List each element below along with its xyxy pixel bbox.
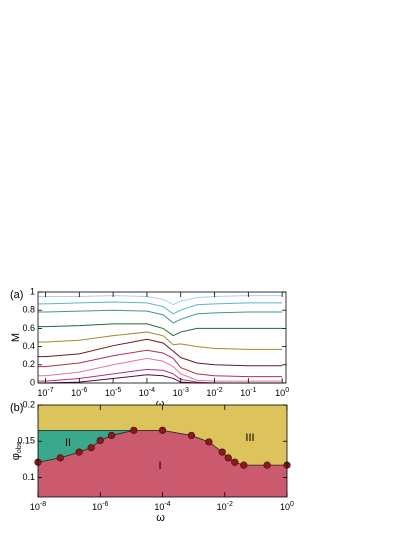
data-point — [107, 431, 116, 440]
panel-label: (a) — [10, 289, 23, 301]
x-tick-label: 10-2 — [206, 387, 222, 399]
y-tick-label: 0 — [30, 377, 35, 387]
x-axis-label: ω — [156, 512, 165, 524]
x-tick-label: 10-2 — [217, 501, 233, 513]
data-point — [75, 448, 83, 456]
line — [38, 309, 283, 324]
y-tick-label: 0.2 — [22, 399, 35, 409]
line — [38, 295, 283, 306]
x-tick-label: 10-5 — [105, 387, 121, 399]
x-tick-label: 10-4 — [139, 387, 155, 399]
x-tick-label: 100 — [275, 387, 289, 399]
x-tick-label: 10-8 — [30, 501, 46, 513]
y-axis-label: φobs — [10, 441, 23, 460]
x-tick-label: 10-6 — [71, 387, 87, 399]
line — [38, 349, 283, 378]
region-area — [38, 430, 287, 497]
y-tick-label: 0.6 — [22, 323, 35, 333]
region-label: II — [65, 437, 71, 449]
data-point — [224, 454, 232, 462]
line — [38, 301, 283, 315]
x-tick-label: 10-7 — [37, 387, 53, 399]
y-tick-label: 0.8 — [22, 305, 35, 315]
data-point — [231, 458, 239, 466]
data-point — [130, 426, 138, 434]
data-point — [87, 444, 95, 452]
data-point — [56, 454, 64, 462]
y-tick-label: 0.1 — [22, 472, 35, 482]
y-axis-label-sub: obs — [16, 441, 23, 453]
data-point — [263, 461, 271, 469]
line — [38, 357, 283, 382]
plot-frame — [37, 291, 287, 384]
x-tick-label: 100 — [280, 501, 294, 513]
x-axis-label: ω — [156, 398, 165, 410]
data-point — [158, 426, 167, 434]
line — [38, 338, 283, 367]
data-point — [205, 438, 213, 446]
y-tick-label: 1 — [30, 286, 35, 296]
data-point — [218, 448, 226, 456]
y-tick-label: 0.4 — [22, 341, 35, 351]
data-point — [240, 461, 248, 469]
data-point — [96, 436, 104, 445]
line — [38, 331, 283, 350]
y-tick-label: 0.2 — [22, 359, 35, 369]
region-label: I — [158, 460, 161, 472]
y-tick-label: 0.15 — [17, 436, 35, 446]
x-tick-label: 10-4 — [154, 501, 170, 513]
curve — [37, 429, 287, 466]
panel-label: (b) — [10, 402, 23, 414]
region-label: III — [245, 432, 254, 444]
x-tick-label: 10-6 — [92, 501, 108, 513]
y-axis-label: M — [10, 333, 22, 342]
line — [38, 323, 283, 337]
x-tick-label: 10-3 — [173, 387, 189, 399]
x-tick-label: 10-1 — [240, 387, 256, 399]
data-point — [187, 431, 196, 440]
